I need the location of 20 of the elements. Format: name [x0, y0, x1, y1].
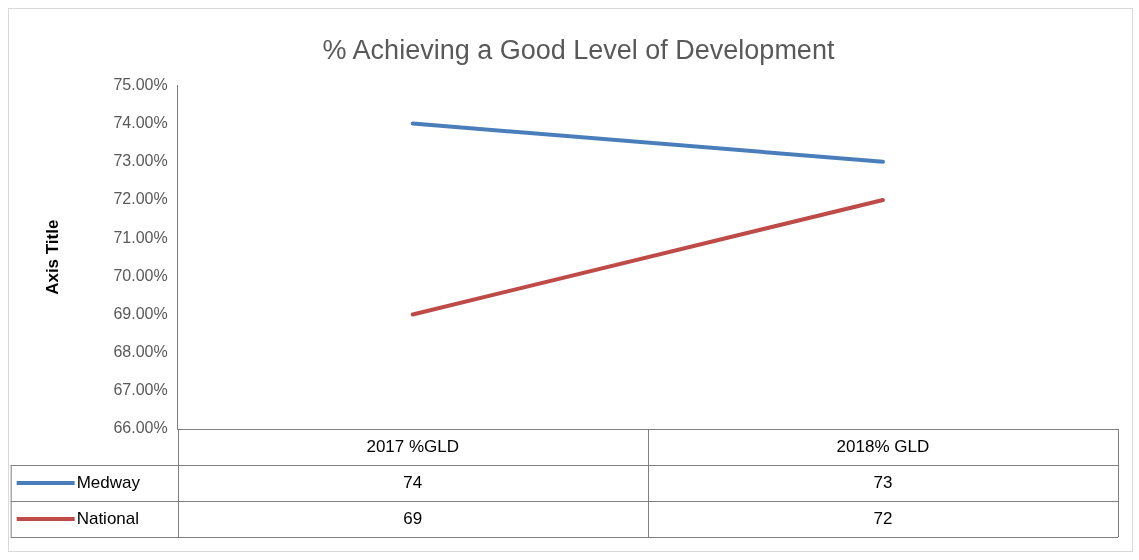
x-tick-label: 2018% GLD: [836, 436, 930, 456]
chart-title: % Achieving a Good Level of Development: [322, 34, 835, 65]
y-tick-label: 69.00%: [113, 304, 168, 322]
data-label: 74: [403, 472, 423, 492]
legend-label: National: [76, 508, 140, 528]
x-tick-label: 2017 %GLD: [366, 436, 460, 456]
y-tick-label: 67.00%: [113, 381, 168, 399]
y-tick-label: 74.00%: [113, 113, 168, 131]
y-tick-label: 75.00%: [113, 75, 168, 93]
legend-label: Medway: [76, 472, 141, 492]
y-tick-label: 70.00%: [113, 266, 168, 284]
y-tick-label: 68.00%: [113, 343, 168, 361]
y-axis-title: Axis Title: [42, 219, 62, 295]
y-tick-label: 72.00%: [113, 190, 168, 208]
y-tick-label: 73.00%: [113, 152, 168, 170]
y-tick-label: 66.00%: [113, 419, 168, 437]
data-label: 69: [403, 508, 423, 528]
data-label: 73: [873, 472, 893, 492]
y-tick-label: 71.00%: [113, 228, 168, 246]
data-label: 72: [873, 508, 893, 528]
